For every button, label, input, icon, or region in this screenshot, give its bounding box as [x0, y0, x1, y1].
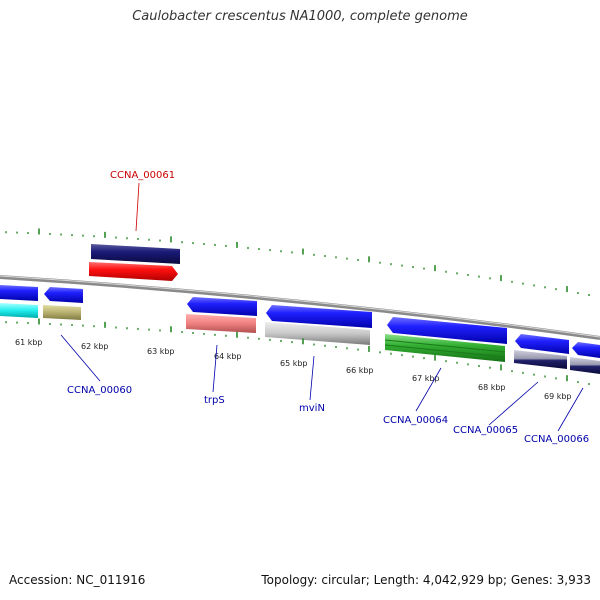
gene-ccna-00061-forward[interactable] — [91, 244, 180, 264]
gene-ccna-00065[interactable] — [514, 350, 567, 369]
callout-lines — [60, 182, 584, 432]
map-title: Caulobacter crescentus NA1000, complete … — [132, 9, 468, 24]
callout-line-ccna-00064 — [415, 367, 442, 412]
genome-backbone-highlight — [0, 275, 600, 338]
gene-left-blue-1[interactable] — [0, 285, 38, 301]
gene-ccna-00066-forward[interactable] — [572, 342, 600, 358]
gene-left-cyan[interactable] — [0, 303, 38, 318]
gene-label-ccna-00064[interactable]: CCNA_00064 — [383, 415, 448, 426]
reverse-strand-genes — [0, 285, 600, 374]
kbp-label: 69 kbp — [544, 392, 572, 401]
callout-line-ccna-00066 — [557, 387, 584, 432]
callout-line-ccna-00061 — [135, 182, 140, 232]
outer-tick-ring — [5, 228, 590, 296]
gene-ccna-00064-stripe — [384, 339, 506, 353]
kbp-label: 61 kbp — [15, 338, 43, 347]
kbp-label: 67 kbp — [412, 374, 440, 383]
gene-label-ccna-00065[interactable]: CCNA_00065 — [453, 425, 518, 436]
gene-label-trpS[interactable]: trpS — [204, 395, 225, 406]
gene-ccna-00064[interactable] — [385, 334, 505, 362]
gene-ccna-00060-olive[interactable] — [43, 305, 81, 320]
gene-label-ccna-00066[interactable]: CCNA_00066 — [524, 434, 589, 445]
gene-trpS-forward[interactable] — [187, 297, 257, 316]
gene-mviN-forward[interactable] — [266, 305, 372, 328]
gene-ccna-00064-stripe — [384, 344, 506, 358]
forward-strand-genes — [89, 244, 180, 281]
gene-ccna-00060[interactable] — [44, 287, 83, 303]
gene-mviN[interactable] — [265, 322, 370, 345]
gene-label-ccna-00060[interactable]: CCNA_00060 — [67, 385, 132, 396]
gene-ccna-00064-forward[interactable] — [387, 317, 507, 344]
gene-ccna-00065-forward[interactable] — [515, 334, 569, 354]
kbp-label: 64 kbp — [214, 352, 242, 361]
gene-trpS[interactable] — [186, 314, 256, 333]
kbp-label: 65 kbp — [280, 359, 308, 368]
callout-line-trpS — [212, 344, 218, 393]
callout-line-ccna-00065 — [488, 381, 539, 426]
kbp-label: 68 kbp — [478, 383, 506, 392]
kbp-label: 63 kbp — [147, 347, 175, 356]
kbp-label: 66 kbp — [346, 366, 374, 375]
callout-line-ccna-00060 — [60, 334, 101, 382]
accession-text: Accession: NC_011916 — [9, 573, 146, 587]
kbp-scale: 61 kbp 62 kbp 63 kbp 64 kbp 65 kbp 66 kb… — [15, 338, 572, 401]
topology-text: Topology: circular; Length: 4,042,929 bp… — [261, 573, 591, 587]
gene-ccna-00066[interactable] — [570, 357, 600, 374]
callout-line-mviN — [309, 355, 315, 401]
gene-label-ccna-00061[interactable]: CCNA_00061 — [110, 170, 175, 181]
gene-ccna-00061[interactable] — [89, 262, 178, 281]
genome-backbone — [0, 275, 600, 340]
gene-label-mviN[interactable]: mviN — [299, 403, 325, 414]
inner-tick-ring — [5, 318, 590, 386]
kbp-label: 62 kbp — [81, 342, 109, 351]
